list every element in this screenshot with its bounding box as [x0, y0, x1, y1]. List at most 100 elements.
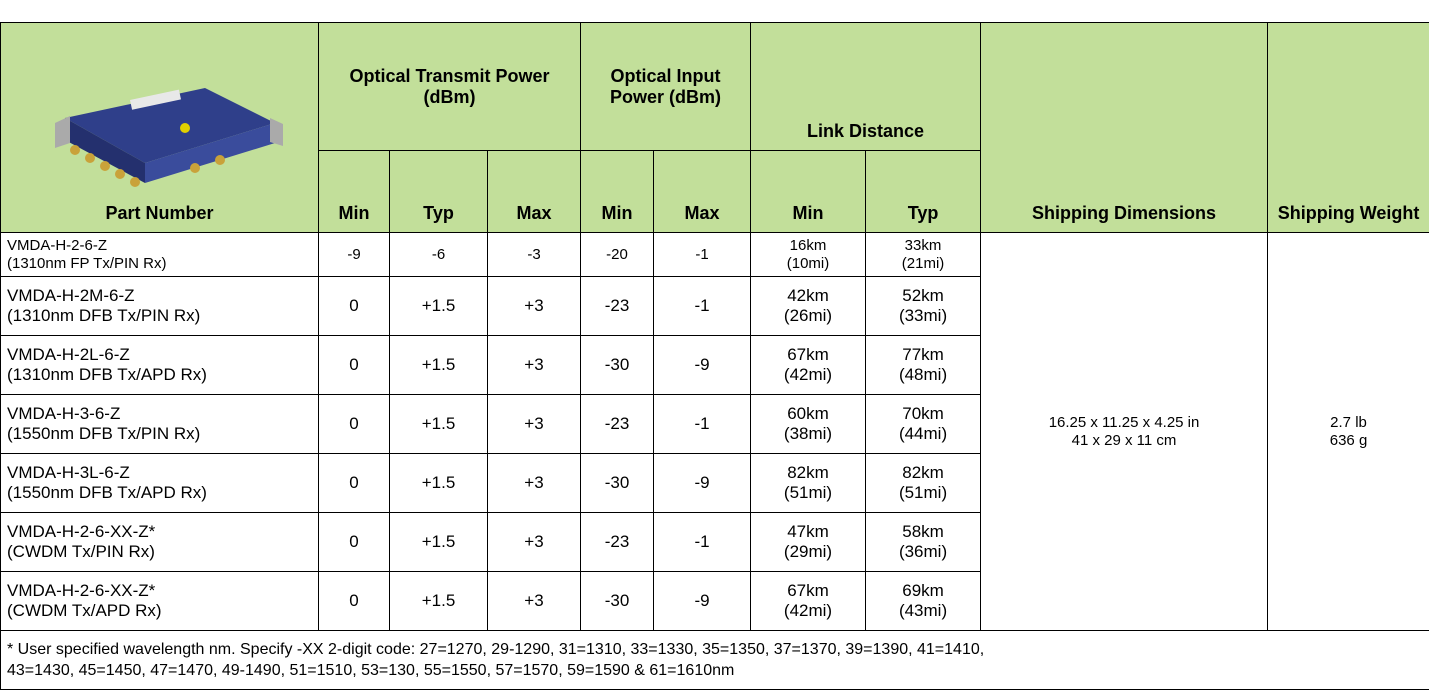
part-cell: VMDA-H-2-6-Z(1310nm FP Tx/PIN Rx)	[1, 233, 319, 277]
product-image	[35, 78, 285, 203]
cell-line: (26mi)	[757, 306, 859, 326]
part-number: VMDA-H-3-6-Z	[7, 404, 312, 424]
part-cell: VMDA-H-2L-6-Z(1310nm DFB Tx/APD Rx)	[1, 336, 319, 395]
value-cell: -3	[488, 233, 581, 277]
cell-line: 67km	[757, 345, 859, 365]
cell-line: 82km	[872, 463, 974, 483]
value-cell: +3	[488, 336, 581, 395]
sub-header: Min	[319, 151, 390, 233]
link-cell: 60km(38mi)	[751, 395, 866, 454]
value-cell: -30	[581, 454, 654, 513]
cell-line: (42mi)	[757, 365, 859, 385]
part-number: VMDA-H-2M-6-Z	[7, 286, 312, 306]
cell-line: 43=1430, 45=1450, 47=1470, 49-1490, 51=1…	[7, 660, 1423, 681]
part-header: Part Number	[1, 23, 319, 233]
sub-header: Typ	[390, 151, 488, 233]
value-cell: +3	[488, 277, 581, 336]
value-cell: 0	[319, 572, 390, 631]
value-cell: -1	[654, 277, 751, 336]
page: {"table":{ "headers":{"part_number":"Par…	[0, 0, 1429, 698]
part-desc: (1550nm DFB Tx/APD Rx)	[7, 483, 312, 503]
part-number: VMDA-H-3L-6-Z	[7, 463, 312, 483]
link-cell: 47km(29mi)	[751, 513, 866, 572]
cell-line: 636 g	[1274, 432, 1423, 450]
cell-line: (42mi)	[757, 601, 859, 621]
value-cell: +3	[488, 454, 581, 513]
link-cell: 82km(51mi)	[866, 454, 981, 513]
cell-line: (48mi)	[872, 365, 974, 385]
part-desc: (CWDM Tx/APD Rx)	[7, 601, 312, 621]
link-cell: 33km(21mi)	[866, 233, 981, 277]
cell-line: 33km	[872, 237, 974, 255]
part-number: VMDA-H-2-6-XX-Z*	[7, 522, 312, 542]
header-text: Shipping Dimensions	[981, 23, 1268, 233]
part-desc: (1550nm DFB Tx/PIN Rx)	[7, 424, 312, 444]
cell-line: (33mi)	[872, 306, 974, 326]
link-cell: 69km(43mi)	[866, 572, 981, 631]
part-cell: VMDA-H-3L-6-Z(1550nm DFB Tx/APD Rx)	[1, 454, 319, 513]
value-cell: -9	[654, 454, 751, 513]
cell-line: 52km	[872, 286, 974, 306]
cell-line: (43mi)	[872, 601, 974, 621]
weight-cell: 2.7 lb636 g	[1268, 233, 1429, 631]
cell-line: (38mi)	[757, 424, 859, 444]
cell-line: 2.7 lb	[1274, 414, 1423, 432]
cell-line: 16km	[757, 237, 859, 255]
part-desc: (CWDM Tx/PIN Rx)	[7, 542, 312, 562]
sub-header: Min	[751, 151, 866, 233]
header-text: Optical Input Power (dBm)	[581, 23, 751, 151]
part-cell: VMDA-H-3-6-Z(1550nm DFB Tx/PIN Rx)	[1, 395, 319, 454]
value-cell: -20	[581, 233, 654, 277]
part-cell: VMDA-H-2M-6-Z(1310nm DFB Tx/PIN Rx)	[1, 277, 319, 336]
link-cell: 42km(26mi)	[751, 277, 866, 336]
sub-header: Max	[654, 151, 751, 233]
data-row: VMDA-H-2-6-Z(1310nm FP Tx/PIN Rx)-9-6-3-…	[1, 233, 1429, 277]
value-cell: +1.5	[390, 395, 488, 454]
sub-header: Max	[488, 151, 581, 233]
header-text: Link Distance	[751, 23, 981, 151]
part-cell: VMDA-H-2-6-XX-Z*(CWDM Tx/APD Rx)	[1, 572, 319, 631]
header-text: Part Number	[105, 203, 213, 223]
link-cell: 82km(51mi)	[751, 454, 866, 513]
value-cell: +3	[488, 572, 581, 631]
cell-line: 60km	[757, 404, 859, 424]
link-cell: 58km(36mi)	[866, 513, 981, 572]
value-cell: -1	[654, 513, 751, 572]
cell-line: 69km	[872, 581, 974, 601]
note-row: * User specified wavelength nm. Specify …	[1, 631, 1429, 690]
value-cell: -30	[581, 336, 654, 395]
cell-line: (10mi)	[757, 255, 859, 273]
cell-line: 82km	[757, 463, 859, 483]
part-number: VMDA-H-2-6-XX-Z*	[7, 581, 312, 601]
header-text: Optical Transmit Power (dBm)	[319, 23, 581, 151]
value-cell: +3	[488, 395, 581, 454]
cell-line: (21mi)	[872, 255, 974, 273]
value-cell: +1.5	[390, 513, 488, 572]
sub-header: Min	[581, 151, 654, 233]
cell-line: 58km	[872, 522, 974, 542]
cell-line: * User specified wavelength nm. Specify …	[7, 639, 1423, 660]
value-cell: -1	[654, 233, 751, 277]
link-cell: 16km(10mi)	[751, 233, 866, 277]
cell-line: (36mi)	[872, 542, 974, 562]
cell-line: 47km	[757, 522, 859, 542]
cell-line: 41 x 29 x 11 cm	[987, 432, 1261, 450]
value-cell: -9	[654, 572, 751, 631]
value-cell: +1.5	[390, 336, 488, 395]
link-cell: 52km(33mi)	[866, 277, 981, 336]
value-cell: 0	[319, 454, 390, 513]
value-cell: 0	[319, 395, 390, 454]
value-cell: -1	[654, 395, 751, 454]
value-cell: -23	[581, 277, 654, 336]
value-cell: 0	[319, 513, 390, 572]
part-desc: (1310nm DFB Tx/PIN Rx)	[7, 306, 312, 326]
value-cell: -23	[581, 395, 654, 454]
sub-header: Typ	[866, 151, 981, 233]
value-cell: -30	[581, 572, 654, 631]
link-cell: 70km(44mi)	[866, 395, 981, 454]
value-cell: 0	[319, 277, 390, 336]
value-cell: +1.5	[390, 277, 488, 336]
link-cell: 77km(48mi)	[866, 336, 981, 395]
value-cell: -23	[581, 513, 654, 572]
